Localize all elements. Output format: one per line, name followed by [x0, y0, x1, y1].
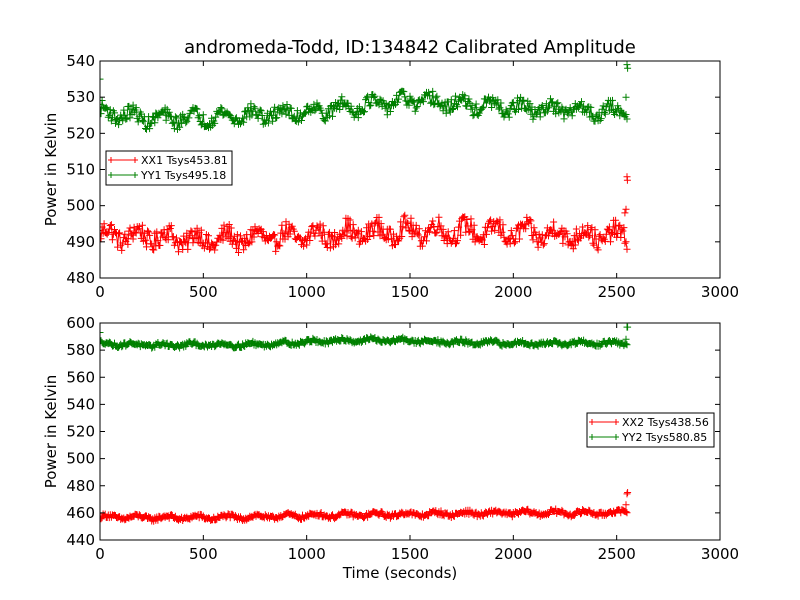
x-tick-label: 500 — [189, 545, 218, 563]
x-tick-label: 2000 — [494, 283, 532, 301]
x-tick-label: 2000 — [494, 545, 532, 563]
series-markers — [100, 61, 632, 133]
x-tick-label: 1500 — [391, 545, 429, 563]
series-markers — [100, 173, 631, 256]
series-yy1 — [100, 61, 632, 133]
legend-marker — [108, 157, 138, 163]
series-xx2 — [100, 489, 632, 525]
y-tick-label: 540 — [66, 52, 95, 70]
y-tick-label: 440 — [66, 531, 95, 549]
series-yy2 — [100, 323, 632, 352]
y-tick-label: 460 — [66, 504, 95, 522]
legend-label: XX2 Tsys438.56 — [622, 416, 709, 429]
x-tick-label: 3000 — [701, 545, 739, 563]
y-tick-label: 560 — [66, 368, 95, 386]
x-tick-label: 0 — [95, 283, 105, 301]
series-line — [100, 215, 628, 253]
legend-marker — [108, 172, 138, 178]
x-tick-label: 2500 — [598, 283, 636, 301]
legend-marker — [589, 434, 619, 440]
y-axis-label: Power in Kelvin — [42, 375, 60, 489]
legend-box — [586, 412, 715, 448]
x-tick-label: 3000 — [701, 283, 739, 301]
y-tick-label: 510 — [66, 161, 95, 179]
y-tick-label: 480 — [66, 269, 95, 287]
x-axis-label: Time (seconds) — [342, 564, 458, 582]
y-tick-label: 480 — [66, 477, 95, 495]
series-markers — [100, 323, 632, 352]
x-tick-label: 0 — [95, 545, 105, 563]
y-tick-label: 520 — [66, 124, 95, 142]
legend: XX1 Tsys453.81 YY1 Tsys495.18 — [105, 150, 233, 186]
legend-label: YY2 Tsys580.85 — [621, 431, 707, 444]
y-tick-label: 490 — [66, 233, 95, 251]
legend-label: YY1 Tsys495.18 — [140, 169, 226, 182]
plot-area — [100, 323, 632, 525]
legend-box — [105, 150, 233, 186]
x-tick-label: 2500 — [598, 545, 636, 563]
y-tick-label: 600 — [66, 314, 95, 332]
x-tick-label: 1000 — [288, 283, 326, 301]
y-tick-label: 530 — [66, 88, 95, 106]
chart-title: andromeda-Todd, ID:134842 Calibrated Amp… — [184, 37, 636, 58]
series-xx1 — [100, 173, 631, 256]
y-tick-label: 540 — [66, 395, 95, 413]
y-tick-label: 500 — [66, 450, 95, 468]
y-tick-label: 520 — [66, 423, 95, 441]
legend-label: XX1 Tsys453.81 — [141, 154, 228, 167]
y-tick-label: 580 — [66, 341, 95, 359]
legend-marker — [589, 419, 619, 425]
legend: XX2 Tsys438.56 YY2 Tsys580.85 — [586, 412, 715, 448]
x-tick-label: 500 — [189, 283, 218, 301]
panel-bottom: 0 500 1000 1500 2000 2500 3000 440 460 480 500 520 5… — [42, 314, 739, 582]
panel-top: 0 500 1000 1500 2000 2500 3000 480 490 500 510 520 5… — [42, 52, 739, 301]
x-tick-label: 1500 — [391, 283, 429, 301]
series-markers — [100, 489, 632, 525]
y-axis-label: Power in Kelvin — [42, 113, 60, 227]
y-tick-label: 500 — [66, 197, 95, 215]
x-tick-label: 1000 — [288, 545, 326, 563]
plot-area — [100, 61, 632, 256]
